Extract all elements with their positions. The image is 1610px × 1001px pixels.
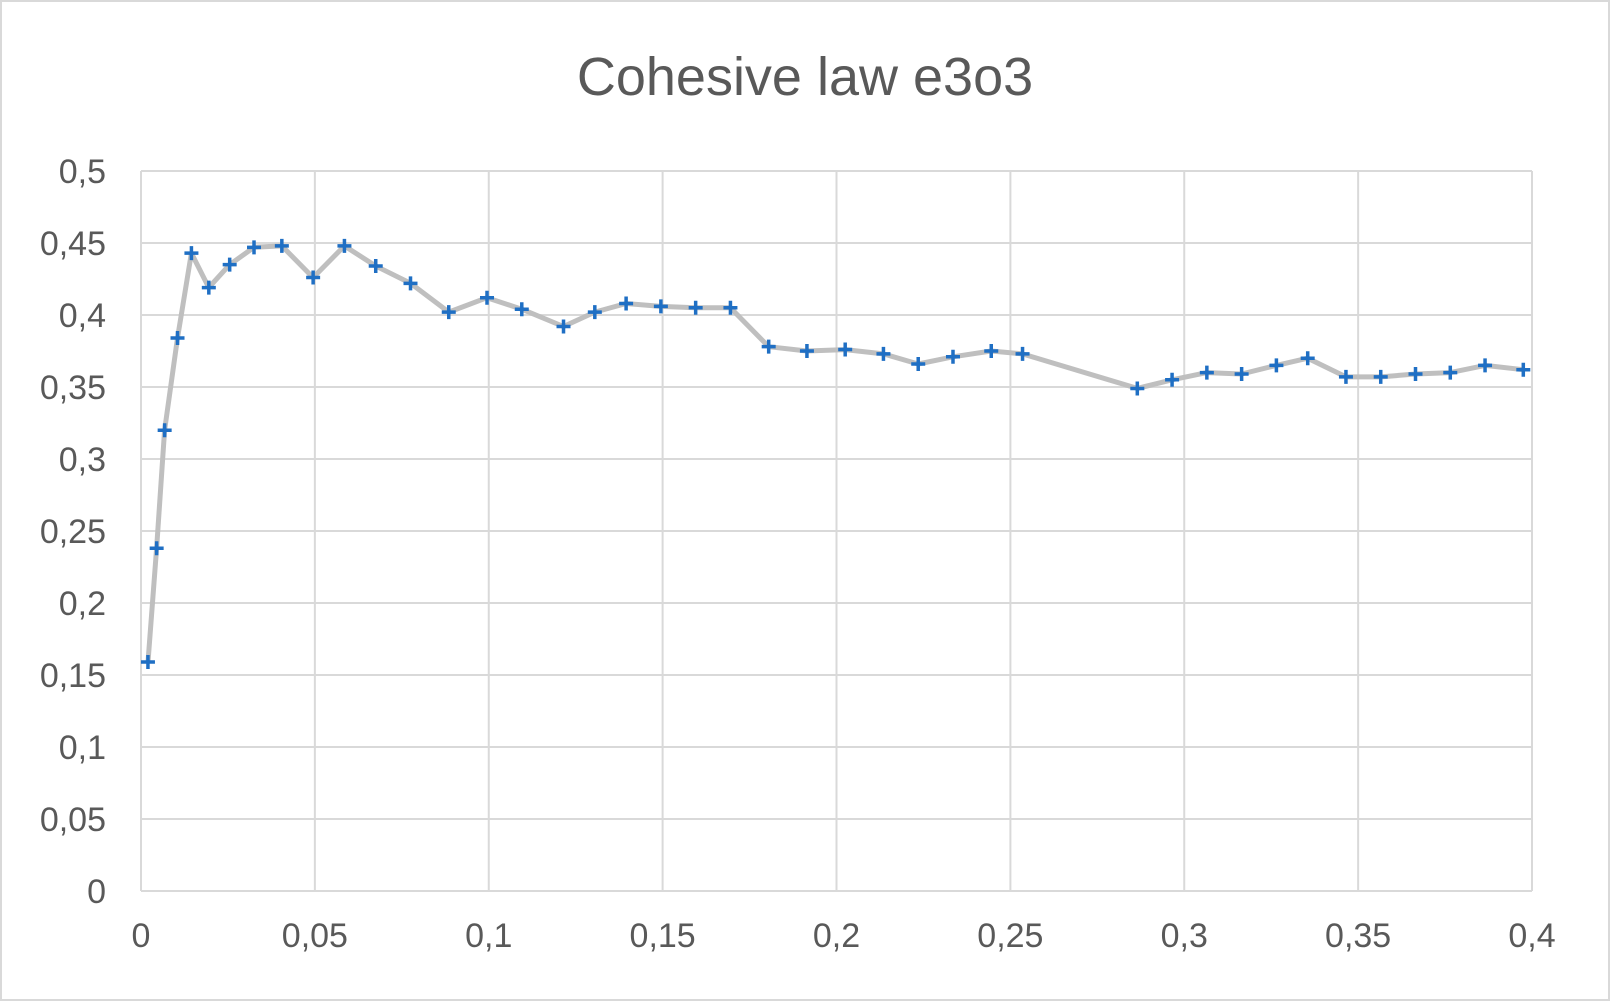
data-point-marker	[799, 344, 814, 358]
data-point-marker	[184, 246, 199, 261]
x-tick-label: 0,35	[1325, 917, 1391, 955]
series-layer	[140, 238, 1531, 670]
y-tick-label: 0,35	[40, 369, 106, 407]
data-point-marker	[1199, 365, 1214, 380]
data-point-marker	[201, 280, 216, 295]
data-point-marker	[1373, 369, 1388, 384]
data-point-marker	[1165, 372, 1180, 387]
data-point-marker	[368, 259, 383, 274]
y-tick-label: 0,3	[59, 441, 106, 479]
data-point-marker	[838, 342, 853, 357]
data-point-marker	[945, 349, 960, 364]
y-tick-label: 0,2	[59, 585, 106, 623]
grid-layer	[140, 170, 1533, 891]
data-point-marker	[1338, 369, 1353, 384]
data-point-marker	[723, 300, 738, 315]
x-tick-label: 0,4	[1508, 917, 1555, 955]
data-point-marker	[1516, 362, 1531, 377]
x-tick-label: 0,1	[465, 917, 512, 955]
data-point-marker	[337, 238, 352, 253]
data-point-marker	[514, 302, 529, 317]
x-tick-label: 0,2	[813, 917, 860, 955]
data-point-marker	[480, 290, 495, 305]
x-tick-label: 0,05	[282, 917, 348, 955]
data-point-marker	[911, 356, 926, 371]
data-point-marker	[149, 541, 164, 556]
data-point-marker	[1269, 358, 1284, 373]
data-point-marker	[587, 305, 602, 320]
data-point-marker	[1234, 367, 1249, 382]
data-point-marker	[761, 339, 776, 354]
data-point-marker	[1130, 381, 1145, 396]
data-point-marker	[170, 331, 185, 346]
data-point-marker	[247, 240, 262, 255]
data-point-marker	[984, 344, 999, 358]
y-tick-label: 0	[87, 873, 106, 911]
x-tick-label: 0,15	[630, 917, 696, 955]
data-point-marker	[876, 346, 891, 361]
y-tick-label: 0,5	[59, 153, 106, 191]
x-tick-label: 0,3	[1161, 917, 1208, 955]
axis-layer: 0 0,05 0,1 0,15 0,2 0,25 0,3 0,35 0,4 0,45 0,5 0 0,0…	[40, 153, 1556, 955]
data-point-marker	[222, 257, 237, 272]
data-point-marker	[1478, 358, 1493, 373]
data-point-marker	[157, 423, 172, 438]
y-tick-label: 0,45	[40, 225, 106, 263]
data-point-marker	[619, 296, 634, 311]
data-point-marker	[403, 276, 418, 291]
data-point-marker	[653, 299, 668, 314]
data-point-marker	[1443, 365, 1458, 380]
data-point-marker	[556, 319, 571, 334]
data-point-marker	[306, 270, 321, 285]
y-tick-label: 0,15	[40, 657, 106, 695]
y-tick-label: 0,05	[40, 801, 106, 839]
data-point-marker	[688, 300, 703, 315]
data-point-marker	[274, 238, 289, 253]
data-point-marker	[441, 305, 456, 320]
x-tick-label: 0,25	[977, 917, 1043, 955]
y-tick-label: 0,4	[59, 297, 106, 335]
chart-title: Cohesive law e3o3	[577, 47, 1033, 107]
data-point-marker	[1408, 367, 1423, 382]
y-tick-label: 0,25	[40, 513, 106, 551]
data-point-marker	[140, 655, 155, 670]
data-point-marker	[1015, 346, 1030, 361]
data-point-marker	[1300, 351, 1315, 366]
y-tick-label: 0,1	[59, 729, 106, 767]
x-tick-label: 0	[132, 917, 151, 955]
